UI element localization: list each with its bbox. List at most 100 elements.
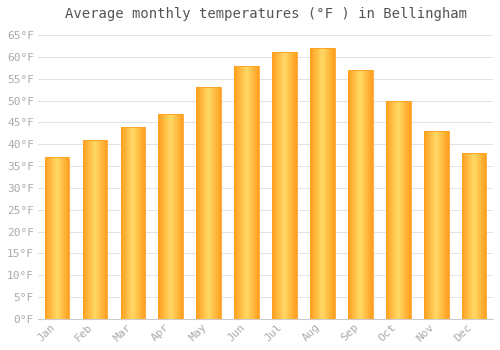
Bar [49,157,50,319]
Bar [95,140,96,319]
Bar [220,88,221,319]
Bar [251,65,252,319]
Bar [239,65,240,319]
Bar [208,88,210,319]
Bar [312,48,313,319]
Bar [402,100,404,319]
Bar [367,70,368,319]
Bar [234,65,259,319]
Bar [213,88,214,319]
Bar [432,131,434,319]
Bar [235,65,236,319]
Bar [320,48,321,319]
Bar [246,65,247,319]
Bar [125,127,126,319]
Bar [129,127,130,319]
Bar [182,114,183,319]
Bar [364,70,365,319]
Bar [286,52,287,319]
Bar [44,157,46,319]
Bar [247,65,248,319]
Bar [429,131,430,319]
Bar [88,140,89,319]
Bar [66,157,67,319]
Bar [462,153,486,319]
Bar [468,153,469,319]
Bar [210,88,211,319]
Bar [253,65,254,319]
Bar [292,52,293,319]
Bar [94,140,95,319]
Bar [365,70,366,319]
Bar [200,88,201,319]
Bar [317,48,318,319]
Bar [123,127,124,319]
Bar [144,127,145,319]
Bar [107,140,108,319]
Bar [178,114,180,319]
Bar [351,70,352,319]
Bar [240,65,242,319]
Bar [244,65,245,319]
Bar [98,140,99,319]
Bar [477,153,478,319]
Bar [469,153,470,319]
Bar [325,48,326,319]
Bar [360,70,361,319]
Bar [126,127,127,319]
Bar [255,65,256,319]
Bar [124,127,125,319]
Bar [359,70,360,319]
Bar [85,140,86,319]
Bar [431,131,432,319]
Bar [434,131,436,319]
Bar [353,70,354,319]
Bar [402,100,403,319]
Bar [56,157,57,319]
Bar [133,127,134,319]
Bar [90,140,91,319]
Bar [393,100,394,319]
Bar [53,157,54,319]
Bar [321,48,322,319]
Bar [103,140,104,319]
Bar [311,48,312,319]
Bar [171,114,172,319]
Bar [442,131,443,319]
Bar [331,48,332,319]
Bar [397,100,398,319]
Bar [445,131,446,319]
Bar [238,65,239,319]
Bar [210,88,212,319]
Bar [172,114,173,319]
Bar [201,88,202,319]
Bar [170,114,171,319]
Bar [400,100,401,319]
Bar [217,88,218,319]
Bar [240,65,241,319]
Bar [467,153,468,319]
Bar [161,114,162,319]
Bar [326,48,327,319]
Bar [287,52,288,319]
Bar [285,52,286,319]
Bar [206,88,207,319]
Bar [54,157,55,319]
Bar [405,100,406,319]
Bar [468,153,469,319]
Bar [275,52,276,319]
Bar [248,65,249,319]
Bar [179,114,180,319]
Bar [406,100,407,319]
Bar [134,127,135,319]
Bar [176,114,177,319]
Bar [169,114,170,319]
Bar [130,127,131,319]
Bar [387,100,388,319]
Bar [86,140,87,319]
Bar [483,153,484,319]
Bar [102,140,103,319]
Bar [176,114,178,319]
Bar [242,65,244,319]
Bar [443,131,444,319]
